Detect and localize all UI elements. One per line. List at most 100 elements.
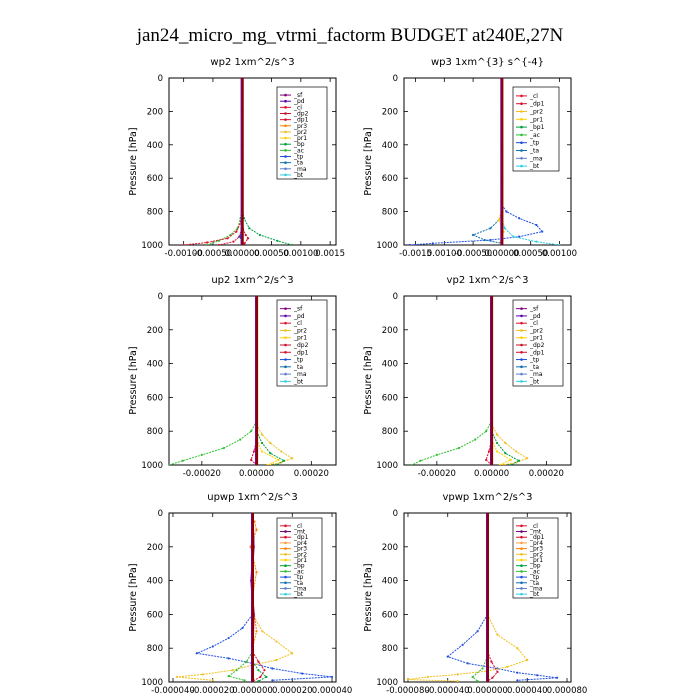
legend-marker bbox=[520, 102, 523, 105]
legend-marker bbox=[284, 155, 287, 158]
x-tick-label: 0.00000 bbox=[474, 469, 509, 479]
legend-marker bbox=[284, 161, 287, 164]
y-axis-label: Pressure [hPa] bbox=[128, 127, 139, 195]
legend-marker bbox=[284, 167, 287, 171]
series-point-cl bbox=[226, 237, 229, 240]
series-point-ac bbox=[481, 667, 484, 670]
legend-label: _pd bbox=[529, 313, 541, 320]
series-point-pr2 bbox=[175, 675, 179, 679]
legend-marker bbox=[284, 99, 287, 103]
series-point-pr2 bbox=[504, 441, 507, 445]
chart-panel-2: wp3 1xm^{3} s^{-4}02004006008001000-0.00… bbox=[363, 57, 577, 259]
legend-label: _ma bbox=[293, 371, 307, 378]
legend-label: _pr1 bbox=[529, 335, 543, 342]
series-point-ac bbox=[243, 679, 246, 682]
series-point-tp bbox=[535, 223, 538, 227]
series-point-tp bbox=[541, 230, 544, 233]
x-tick-label: 0.00050 bbox=[254, 249, 289, 259]
legend-label: _mt bbox=[293, 529, 306, 536]
legend-marker bbox=[284, 358, 287, 361]
chart-panel-1: wp2 1xm^2/s^3 0 200 400 600 800 1000-0.00100-0… bbox=[128, 57, 345, 259]
legend-label: _pr4 bbox=[293, 540, 307, 547]
x-tick-label: 0.00100 bbox=[283, 249, 318, 259]
y-tick-label: 800 bbox=[147, 644, 163, 654]
legend-marker bbox=[520, 587, 523, 590]
series-point-dp1 bbox=[257, 660, 260, 663]
series-point-dp1 bbox=[252, 450, 255, 453]
x-tick-label: -0.00020 bbox=[183, 469, 221, 479]
legend-marker bbox=[520, 530, 523, 533]
legend-box bbox=[512, 299, 564, 387]
legend-marker bbox=[520, 141, 523, 144]
x-tick-label: 0.00100 bbox=[427, 249, 462, 259]
legend-label: _ac bbox=[293, 568, 304, 575]
legend-marker bbox=[520, 365, 523, 369]
y-tick-label: 800 bbox=[382, 208, 398, 218]
legend-label: _dp2 bbox=[529, 342, 545, 349]
series-point-ac bbox=[245, 660, 248, 663]
series-point-dp1 bbox=[263, 669, 266, 672]
y-tick-label: 0 bbox=[393, 292, 398, 302]
x-tick-label: -0.00100 bbox=[165, 249, 203, 259]
chart-panel-3: up2 1xm^2/s^3 0 200 400 600 800 1000 -0.00020 0.… bbox=[128, 275, 337, 479]
series-line-cl bbox=[183, 211, 243, 245]
legend-marker bbox=[520, 575, 523, 579]
y-tick-label: 0 bbox=[158, 74, 163, 84]
y-axis-label: Pressure [hPa] bbox=[128, 346, 139, 414]
legend-label: _tp bbox=[529, 140, 539, 147]
series-point-ac bbox=[205, 243, 209, 245]
legend-label: _dp1 bbox=[529, 534, 545, 541]
series-point-bp bbox=[257, 680, 260, 682]
series-point-bp bbox=[248, 227, 251, 230]
x-tick-label: -0.00050 bbox=[454, 249, 492, 259]
legend-label: _mt bbox=[529, 529, 542, 536]
series-point-tp bbox=[518, 235, 521, 238]
x-tick-label: 0.000020 bbox=[272, 686, 313, 696]
legend-marker bbox=[520, 380, 523, 383]
series-point-ac bbox=[222, 447, 225, 450]
series-point-pr1 bbox=[497, 218, 501, 222]
legend-label: _pr2 bbox=[293, 129, 307, 136]
series-line-pr1 bbox=[491, 439, 512, 465]
legend-label: _tp bbox=[293, 574, 303, 581]
legend-label: _bt bbox=[529, 378, 540, 385]
series-point-ac bbox=[474, 438, 477, 441]
legend-label: _bt bbox=[293, 591, 304, 598]
series-point-cl bbox=[205, 241, 209, 244]
y-tick-label: 400 bbox=[382, 360, 398, 370]
series-point-pr1 bbox=[498, 463, 501, 465]
series-point-pr2 bbox=[456, 673, 459, 676]
x-tick-label: -0.000040 bbox=[151, 686, 195, 696]
series-point-tp bbox=[195, 652, 198, 655]
legend-marker bbox=[520, 524, 523, 528]
series-point-bp bbox=[282, 459, 286, 462]
y-tick-label: 200 bbox=[382, 107, 398, 117]
x-tick-label: 0.0015 bbox=[315, 249, 345, 259]
legend-marker bbox=[284, 553, 287, 556]
series-point-ac bbox=[239, 438, 242, 441]
series-point-ac bbox=[169, 463, 171, 465]
series-point-tp bbox=[408, 243, 411, 245]
legend-label: _dp1 bbox=[293, 349, 309, 356]
series-point-pr2 bbox=[526, 658, 529, 662]
series-point-tp bbox=[518, 217, 521, 220]
legend-marker bbox=[284, 314, 287, 318]
series-point-bp bbox=[257, 669, 260, 672]
legend-label: _cl bbox=[529, 523, 538, 530]
y-tick-label: 600 bbox=[147, 393, 163, 403]
series-point-tp bbox=[271, 667, 274, 670]
legend-label: _ta bbox=[529, 580, 539, 587]
panel-title: vpwp 1xm^2/s^3 bbox=[442, 492, 532, 503]
series-point-bp bbox=[509, 463, 512, 465]
legend-marker bbox=[284, 118, 287, 121]
legend-marker bbox=[284, 564, 287, 567]
legend-label: _bt bbox=[293, 378, 304, 385]
legend-marker bbox=[284, 575, 287, 579]
legend-marker bbox=[520, 350, 523, 354]
series-point-pr2 bbox=[456, 680, 459, 682]
legend-marker bbox=[520, 125, 523, 129]
series-point-dp1 bbox=[491, 676, 494, 679]
y-tick-label: 0 bbox=[158, 292, 163, 302]
legend-marker bbox=[520, 558, 523, 562]
